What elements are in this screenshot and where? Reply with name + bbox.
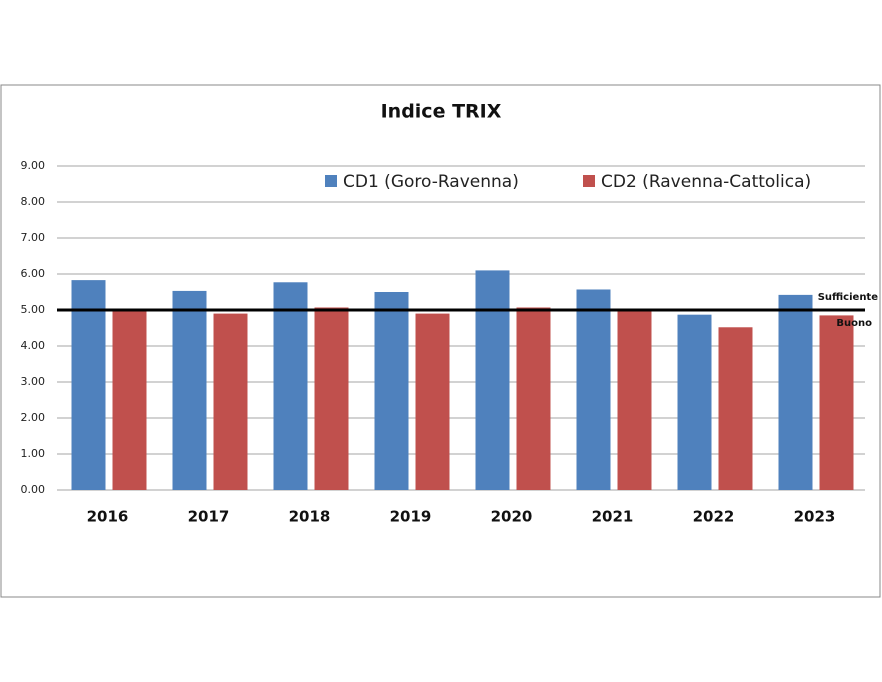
reference-label: Sufficiente xyxy=(818,292,879,303)
legend-swatch xyxy=(583,175,595,187)
y-tick-label: 2.00 xyxy=(21,411,46,424)
y-tick-label: 3.00 xyxy=(21,375,46,388)
chart-title: Indice TRIX xyxy=(381,101,502,123)
bars xyxy=(71,270,854,490)
y-tick-label: 0.00 xyxy=(21,483,46,496)
x-tick-label: 2016 xyxy=(87,508,129,526)
bar xyxy=(374,292,409,490)
x-tick-label: 2019 xyxy=(390,508,432,526)
legend-label: CD2 (Ravenna-Cattolica) xyxy=(601,172,811,192)
bar xyxy=(213,313,248,490)
bar xyxy=(415,313,450,490)
legend-label: CD1 (Goro-Ravenna) xyxy=(343,172,519,192)
bar xyxy=(576,289,611,490)
y-tick-label: 6.00 xyxy=(21,267,46,280)
y-tick-label: 1.00 xyxy=(21,447,46,460)
bar xyxy=(112,310,147,490)
bar xyxy=(617,310,652,490)
legend-swatch xyxy=(325,175,337,187)
y-tick-label: 4.00 xyxy=(21,339,46,352)
y-tick-label: 7.00 xyxy=(21,231,46,244)
x-tick-label: 2020 xyxy=(491,508,533,526)
y-tick-label: 5.00 xyxy=(21,303,46,316)
bar xyxy=(172,290,207,490)
x-tick-label: 2023 xyxy=(794,508,836,526)
bar xyxy=(718,327,753,490)
bar xyxy=(778,294,813,490)
y-tick-label: 8.00 xyxy=(21,195,46,208)
y-tick-label: 9.00 xyxy=(21,159,46,172)
x-tick-label: 2022 xyxy=(693,508,735,526)
bar xyxy=(314,307,349,490)
x-tick-label: 2021 xyxy=(592,508,634,526)
reference-label: Buono xyxy=(836,318,872,329)
bar xyxy=(516,307,551,490)
bar xyxy=(475,270,510,490)
bar xyxy=(71,280,106,490)
overlay: CD1 (Goro-Ravenna) CD2 (Ravenna-Cattolica… xyxy=(57,172,878,329)
bar xyxy=(273,282,308,490)
x-tick-label: 2018 xyxy=(289,508,331,526)
x-tick-label: 2017 xyxy=(188,508,230,526)
bar xyxy=(819,315,854,490)
bar xyxy=(677,314,712,490)
